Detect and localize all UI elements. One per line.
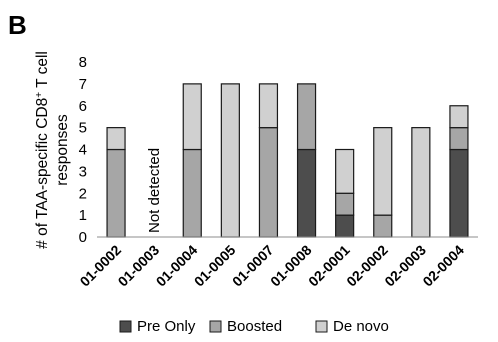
bar-segment: [258, 127, 279, 238]
y-axis-label-superscript: +: [34, 92, 45, 98]
bar-segment: [411, 127, 431, 238]
legend-label: Boosted: [227, 318, 282, 335]
legend-label: De novo: [333, 318, 389, 335]
y-tick-label: 3: [79, 163, 87, 180]
bar-segment: [373, 214, 393, 238]
x-tick-label: 02-0002: [343, 242, 391, 290]
bar-stack: [335, 148, 355, 238]
x-tick-label: 01-0008: [267, 242, 315, 290]
bar-stack: [296, 83, 317, 238]
legend-item: De novo: [315, 318, 389, 335]
bar-stack: [220, 83, 240, 238]
y-tick-label: 7: [79, 76, 87, 93]
bar-segment: [449, 127, 469, 151]
x-tick-label: 02-0003: [381, 242, 429, 290]
y-tick-label: 8: [79, 54, 87, 71]
legend-label: Pre Only: [137, 318, 196, 335]
bar-stack: [373, 127, 393, 238]
legend-item: Boosted: [209, 318, 282, 335]
y-tick-label: 1: [79, 207, 87, 224]
bar-segment: [220, 83, 240, 238]
bar-stacks: [106, 83, 469, 238]
legend: Pre Only Boosted De novo: [119, 318, 389, 335]
y-axis-label-text-end: T cell: [34, 51, 51, 92]
y-axis-ticks: 0 1 2 3 4 5 6 7 8: [79, 54, 87, 246]
bar-segment: [106, 127, 126, 151]
legend-swatch: [209, 320, 222, 333]
y-tick-label: 0: [79, 229, 87, 246]
bar-segment: [449, 105, 469, 129]
panel-label: B: [8, 10, 27, 40]
bar-segment: [335, 192, 355, 216]
bar-stack: [449, 105, 469, 238]
bar-segment: [182, 83, 202, 151]
y-tick-label: 4: [79, 142, 87, 159]
y-tick-label: 6: [79, 98, 87, 115]
x-tick-label: 02-0001: [305, 242, 353, 290]
bar-segment: [296, 148, 317, 238]
x-tick-label: 01-0002: [77, 242, 125, 290]
y-tick-label: 2: [79, 185, 87, 202]
not-detected-label: Not detected: [146, 148, 163, 233]
y-axis-label-line2: responses: [54, 114, 71, 186]
bar-segment: [373, 127, 393, 216]
y-axis-label-text: # of TAA-specific CD8: [34, 98, 51, 249]
bar-segment: [258, 83, 279, 129]
bar-stack: [411, 127, 431, 238]
bar-segment: [182, 148, 202, 238]
bar-segment: [106, 148, 126, 238]
legend-swatch: [315, 320, 328, 333]
bar-segment: [335, 148, 355, 194]
x-tick-label: 01-0003: [115, 242, 163, 290]
x-tick-label: 01-0007: [229, 242, 277, 290]
legend-swatch: [119, 320, 132, 333]
bar-stack: [182, 83, 202, 238]
x-tick-label: 01-0004: [153, 242, 201, 290]
y-axis-label-line1: # of TAA-specific CD8+ T cell: [34, 51, 52, 249]
annotations: Not detected: [146, 148, 163, 233]
bar-segment: [335, 214, 355, 238]
x-axis-ticks: 01-000201-000301-000401-000501-000701-00…: [77, 242, 468, 290]
legend-item: Pre Only: [119, 318, 196, 335]
bar-segment: [449, 148, 469, 238]
bar-stack: [258, 83, 279, 238]
bar-stack: [106, 127, 126, 238]
x-tick-label: 01-0005: [191, 242, 239, 290]
y-tick-label: 5: [79, 120, 87, 137]
x-tick-label: 02-0004: [419, 242, 467, 290]
bar-segment: [296, 83, 317, 151]
